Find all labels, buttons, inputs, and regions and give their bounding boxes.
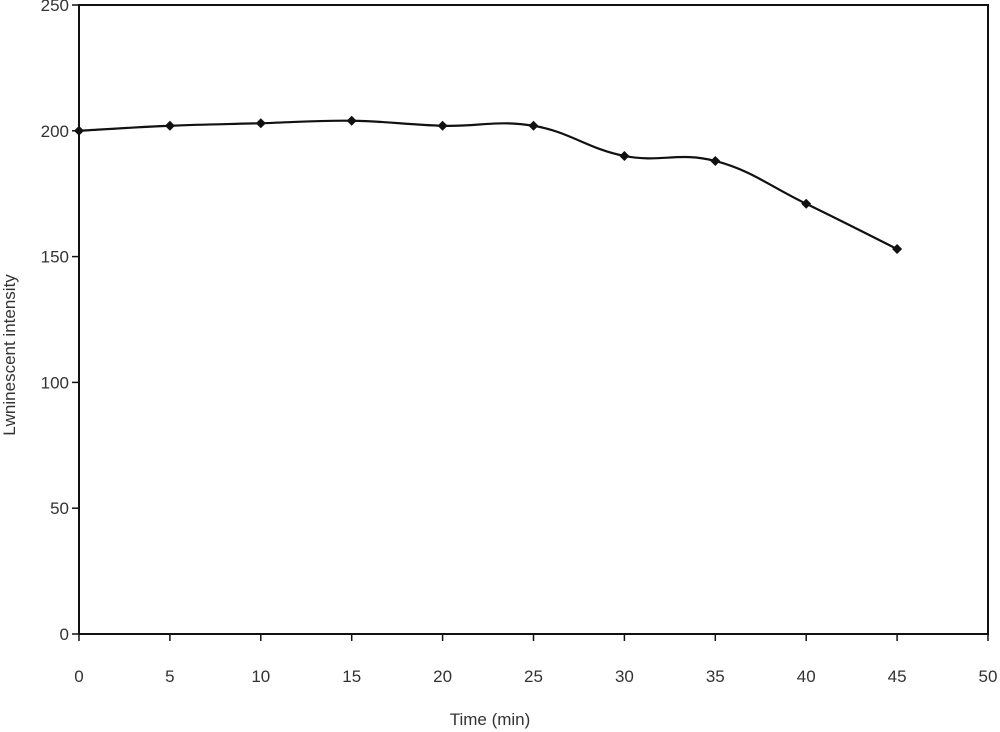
x-tick-label: 25	[524, 667, 543, 686]
y-tick-label: 200	[41, 122, 69, 141]
x-tick-label: 40	[797, 667, 816, 686]
data-point-marker	[801, 198, 812, 209]
x-tick-label: 35	[706, 667, 725, 686]
y-axis-ticks: 0 50 100 150 200 250	[41, 0, 79, 644]
x-tick-label: 20	[433, 667, 452, 686]
data-point-marker	[437, 120, 448, 131]
data-point-marker	[710, 155, 721, 166]
y-tick-label: 250	[41, 0, 69, 15]
data-point-marker	[619, 150, 630, 161]
x-tick-label: 45	[888, 667, 907, 686]
series-line	[78, 119, 898, 251]
data-point-marker	[346, 115, 357, 126]
data-point-marker	[528, 120, 539, 131]
series-markers	[74, 115, 903, 255]
data-point-marker	[255, 118, 266, 129]
y-tick-label: 50	[50, 499, 69, 518]
data-point-marker	[164, 120, 175, 131]
x-tick-label: 10	[251, 667, 270, 686]
y-tick-label: 150	[41, 248, 69, 267]
x-tick-label: 0	[74, 667, 83, 686]
x-axis-ticks: 0 5 10 15 20 25 30 35 40 45 50	[74, 634, 997, 686]
plot-area-frame	[78, 4, 989, 635]
y-tick-label: 100	[41, 373, 69, 392]
y-tick-label: 0	[60, 625, 69, 644]
x-axis-title: Time (min)	[450, 710, 531, 729]
data-point-marker	[892, 244, 903, 255]
x-tick-label: 5	[165, 667, 174, 686]
y-axis-title: Lwninescent intensity	[0, 274, 19, 436]
x-tick-label: 30	[615, 667, 634, 686]
x-tick-label: 15	[342, 667, 361, 686]
data-point-marker	[74, 125, 84, 136]
x-tick-label: 50	[979, 667, 998, 686]
